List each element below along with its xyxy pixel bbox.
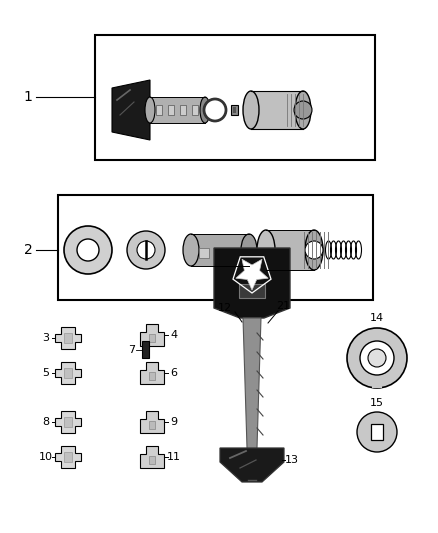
Ellipse shape (257, 230, 275, 270)
Ellipse shape (241, 234, 257, 266)
Polygon shape (140, 362, 164, 384)
Circle shape (360, 341, 394, 375)
Circle shape (64, 226, 112, 274)
Bar (156, 105, 162, 115)
Bar (251, 91, 303, 129)
Ellipse shape (145, 97, 155, 123)
Bar (149, 372, 155, 380)
Bar (58, 195, 373, 300)
Bar (199, 248, 209, 258)
Circle shape (294, 101, 312, 119)
Bar (266, 230, 314, 270)
Circle shape (208, 103, 222, 117)
Bar (142, 341, 149, 358)
Ellipse shape (200, 97, 210, 123)
Ellipse shape (295, 91, 311, 129)
Bar (372, 378, 382, 388)
Ellipse shape (305, 230, 323, 270)
Circle shape (347, 328, 407, 388)
Circle shape (305, 241, 323, 259)
Text: 5: 5 (42, 368, 49, 378)
Text: 21: 21 (276, 301, 290, 311)
Bar (233, 107, 236, 113)
Polygon shape (236, 259, 268, 290)
Text: 12: 12 (218, 303, 232, 313)
Text: 7: 7 (128, 345, 136, 355)
Text: 11: 11 (167, 452, 181, 462)
Bar (180, 105, 186, 115)
Circle shape (368, 349, 386, 367)
Ellipse shape (183, 234, 199, 266)
Bar (192, 105, 198, 115)
Bar (149, 421, 155, 429)
Text: 15: 15 (370, 398, 384, 408)
Polygon shape (55, 362, 81, 384)
Circle shape (137, 241, 155, 259)
Text: 3: 3 (42, 333, 49, 343)
Bar (149, 334, 155, 342)
Text: 13: 13 (285, 455, 299, 465)
Bar (64, 368, 72, 378)
Text: 1: 1 (24, 90, 32, 104)
Polygon shape (214, 248, 290, 318)
Bar (231, 248, 241, 258)
Bar (149, 456, 155, 464)
Circle shape (204, 99, 226, 121)
Text: 2: 2 (24, 243, 32, 257)
Text: 9: 9 (170, 417, 177, 427)
Polygon shape (55, 327, 81, 349)
Circle shape (77, 239, 99, 261)
Text: 4: 4 (170, 330, 177, 340)
Circle shape (357, 412, 397, 452)
Polygon shape (220, 448, 284, 482)
Bar (64, 417, 72, 427)
Polygon shape (243, 318, 261, 480)
Polygon shape (112, 80, 150, 140)
Bar (64, 452, 72, 462)
Bar (239, 284, 265, 298)
Bar (64, 333, 72, 343)
Bar (168, 105, 174, 115)
Polygon shape (140, 324, 164, 346)
Polygon shape (55, 411, 81, 433)
Bar (371, 424, 383, 440)
Text: 14: 14 (370, 313, 384, 323)
Text: 8: 8 (42, 417, 49, 427)
Bar (95, 35, 375, 160)
Polygon shape (140, 411, 164, 433)
Circle shape (127, 231, 165, 269)
Bar (215, 248, 225, 258)
Bar (150, 97, 205, 123)
Text: 10: 10 (39, 452, 53, 462)
Polygon shape (55, 446, 81, 468)
Polygon shape (140, 446, 164, 468)
Text: 6: 6 (170, 368, 177, 378)
Ellipse shape (243, 91, 259, 129)
Bar (231, 105, 238, 115)
Bar (191, 234, 249, 266)
